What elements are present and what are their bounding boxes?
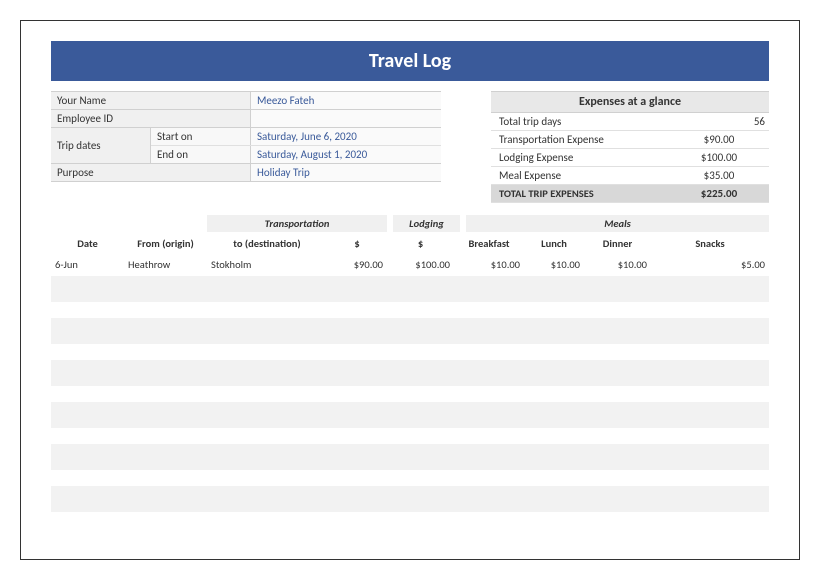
start-on-value: Saturday, June 6, 2020 (251, 128, 441, 145)
your-name-value: Meezo Fateh (251, 92, 441, 109)
log-row-empty (51, 346, 769, 358)
cell-breakfast: $10.00 (454, 255, 524, 274)
col-from: From (origin) (124, 234, 207, 253)
log-row-empty (51, 276, 769, 302)
log-row-empty (51, 318, 769, 344)
purpose-label: Purpose (51, 164, 251, 181)
your-name-label: Your Name (51, 92, 251, 109)
log-row-empty (51, 486, 769, 512)
glance-total-row: TOTAL TRIP EXPENSES $225.00 (491, 185, 769, 203)
employee-id-value (251, 110, 441, 127)
employee-id-label: Employee ID (51, 110, 251, 127)
group-meals: Meals (466, 215, 769, 232)
info-row-name: Your Name Meezo Fateh (51, 91, 441, 110)
log-header-groups: Transportation Lodging Meals (51, 215, 769, 232)
page-title: Travel Log (369, 49, 451, 73)
log-row-empty (51, 444, 769, 470)
cell-to: Stokholm (207, 255, 327, 274)
cell-transport-amount: $90.00 (327, 255, 387, 274)
glance-value: $90.00 (669, 132, 769, 147)
glance-label: Total trip days (491, 114, 669, 129)
col-dinner: Dinner (584, 234, 651, 253)
glance-header: Expenses at a glance (491, 91, 769, 113)
top-section: Your Name Meezo Fateh Employee ID Trip d… (51, 91, 769, 203)
glance-value: $100.00 (669, 150, 769, 165)
cell-from: Heathrow (124, 255, 207, 274)
log-row-empty (51, 430, 769, 442)
col-date: Date (51, 234, 124, 253)
col-breakfast: Breakfast (454, 234, 524, 253)
glance-label: Lodging Expense (491, 150, 669, 165)
group-transportation: Transportation (207, 215, 387, 232)
info-row-purpose: Purpose Holiday Trip (51, 164, 441, 182)
glance-value: 56 (669, 114, 769, 129)
glance-row: Lodging Expense $100.00 (491, 149, 769, 167)
glance-label: Meal Expense (491, 168, 669, 183)
trip-info-block: Your Name Meezo Fateh Employee ID Trip d… (51, 91, 441, 203)
glance-row: Total trip days 56 (491, 113, 769, 131)
glance-value: $35.00 (669, 168, 769, 183)
glance-label: Transportation Expense (491, 132, 669, 147)
page-frame: Travel Log Your Name Meezo Fateh Employe… (20, 20, 800, 560)
info-row-empid: Employee ID (51, 110, 441, 128)
log-row-empty (51, 472, 769, 484)
info-row-tripdates: Trip dates Start on Saturday, June 6, 20… (51, 128, 441, 164)
log-header-row: Date From (origin) to (destination) $ $ … (51, 234, 769, 253)
cell-lodging: $100.00 (387, 255, 454, 274)
cell-lunch: $10.00 (524, 255, 584, 274)
glance-total-value: $225.00 (669, 186, 769, 201)
cell-snacks: $5.00 (651, 255, 769, 274)
log-row-empty (51, 304, 769, 316)
log-row-empty (51, 388, 769, 400)
log-row-empty (51, 360, 769, 386)
log-row-empty (51, 402, 769, 428)
col-to: to (destination) (207, 234, 327, 253)
cell-date: 6-Jun (51, 255, 124, 274)
glance-total-label: TOTAL TRIP EXPENSES (491, 186, 669, 201)
log-table: Transportation Lodging Meals Date From (… (51, 215, 769, 512)
title-bar: Travel Log (51, 41, 769, 81)
purpose-value: Holiday Trip (251, 164, 441, 181)
group-lodging: Lodging (393, 215, 460, 232)
col-lunch: Lunch (524, 234, 584, 253)
start-on-label: Start on (151, 128, 251, 145)
glance-block: Expenses at a glance Total trip days 56 … (491, 91, 769, 203)
end-on-label: End on (151, 146, 251, 163)
glance-row: Transportation Expense $90.00 (491, 131, 769, 149)
end-on-value: Saturday, August 1, 2020 (251, 146, 441, 163)
glance-row: Meal Expense $35.00 (491, 167, 769, 185)
col-lodging: $ (387, 234, 454, 253)
cell-dinner: $10.00 (584, 255, 651, 274)
col-transport-amount: $ (327, 234, 387, 253)
trip-dates-label: Trip dates (51, 128, 151, 163)
log-row: 6-Jun Heathrow Stokholm $90.00 $100.00 $… (51, 255, 769, 274)
col-snacks: Snacks (651, 234, 769, 253)
